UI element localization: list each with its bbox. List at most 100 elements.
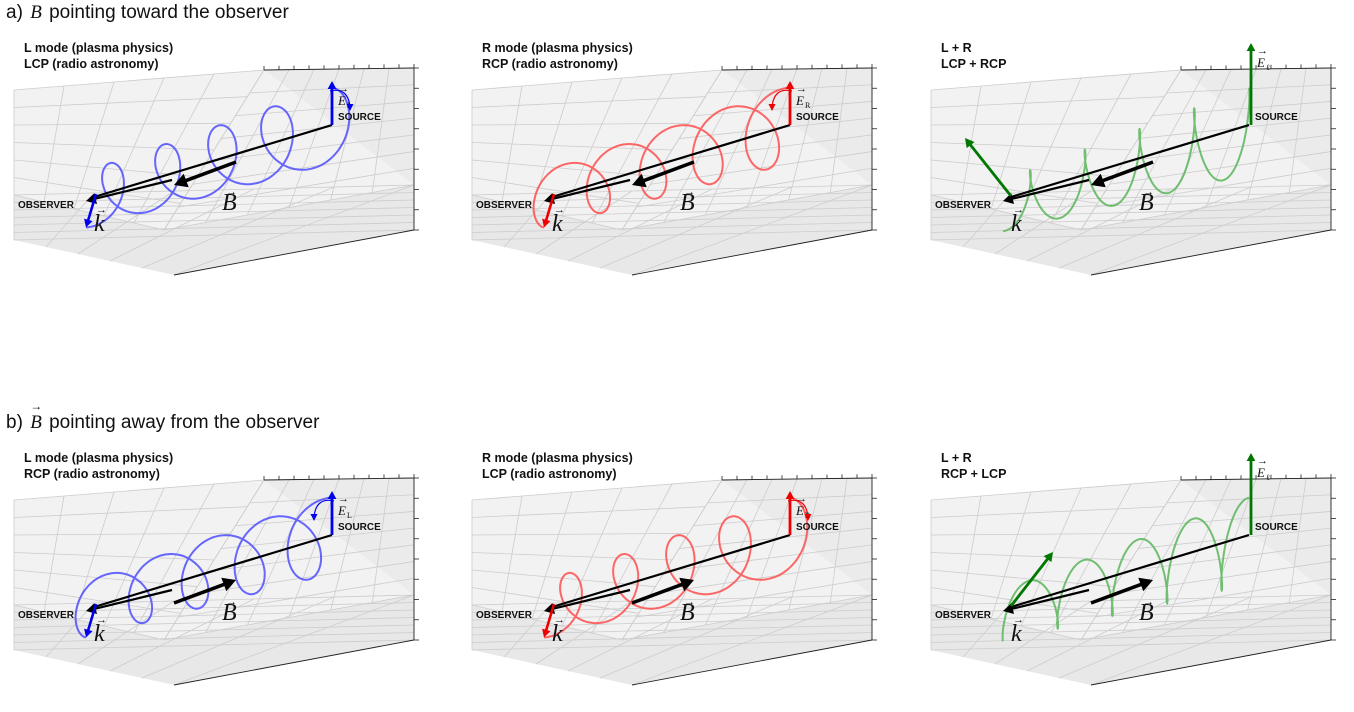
grid-line	[994, 600, 1092, 665]
b-label: B	[680, 600, 695, 626]
row-title-prefix: a)	[6, 2, 29, 23]
observer-label: OBSERVER	[476, 610, 533, 621]
grid-line	[471, 207, 873, 218]
grid-line	[13, 602, 415, 613]
k-arrow	[1010, 588, 1090, 611]
grid-line	[192, 561, 415, 595]
e-field-label-arrow: →	[796, 83, 807, 95]
grid-line	[45, 602, 95, 658]
row-title-prefix: b)	[6, 412, 29, 433]
observer-e-arrow	[86, 603, 98, 633]
panel-title-line2: RCP (radio astronomy)	[24, 467, 160, 481]
floor-pane	[931, 185, 1331, 275]
grid-line	[13, 632, 415, 643]
grid-line	[1080, 479, 1182, 641]
field-curve	[1001, 496, 1250, 642]
grid-line	[1080, 184, 1332, 231]
b-arrow-head	[632, 173, 647, 188]
grid-line	[471, 624, 873, 636]
grid-line	[829, 478, 848, 603]
grid-line	[1090, 594, 1332, 686]
grid-line	[650, 151, 873, 185]
k-label: k	[552, 211, 563, 237]
grid-line	[13, 229, 415, 241]
axis-bottom	[1090, 229, 1332, 276]
grid-line	[77, 600, 175, 665]
grid-line	[471, 617, 873, 628]
grid-line	[471, 96, 706, 108]
grid-line	[13, 194, 165, 231]
grid-line	[471, 192, 873, 203]
row-title-b: b) B pointing away from the observer	[6, 412, 319, 434]
grid-line	[13, 96, 248, 108]
grid-line	[621, 69, 723, 231]
b-label-arrow: →	[684, 186, 695, 198]
grid-line	[930, 639, 1332, 651]
grid-line	[1163, 479, 1232, 626]
observer-e-arrow-head	[84, 628, 93, 638]
field-curve	[74, 496, 333, 639]
b-arrow	[183, 160, 237, 183]
e-field-label-arrow: →	[1257, 45, 1268, 57]
k-arrow	[551, 588, 631, 611]
observer-e-arrow-head	[542, 628, 551, 638]
grid-line	[13, 594, 415, 606]
panel-title-line1: L mode (plasma physics)	[24, 451, 174, 465]
e-field-subscript: ℓ	[1266, 63, 1270, 72]
observer-label: OBSERVER	[935, 610, 992, 621]
source-label: SOURCE	[796, 522, 839, 533]
k-label-arrow: →	[96, 614, 107, 626]
grid-line	[1058, 186, 1252, 269]
source-label: SOURCE	[1255, 112, 1298, 123]
grid-line	[567, 188, 713, 262]
grid-line	[246, 479, 315, 626]
grid-line	[704, 479, 773, 626]
grid-line	[173, 594, 415, 686]
grid-line	[930, 142, 1132, 151]
panel-title-line2: RCP + LCP	[941, 467, 1007, 481]
grid-line	[1026, 188, 1172, 262]
grid-line	[930, 602, 1332, 613]
panel-title: R mode (plasma physics) RCP (radio astron…	[482, 40, 633, 72]
observer-e-arrow-head	[84, 218, 93, 228]
e-field-arrow-head	[1246, 453, 1256, 461]
grid-line	[1090, 184, 1332, 276]
k-arrow	[1010, 178, 1090, 201]
grid-line	[471, 639, 873, 651]
observer-e-arrow	[86, 193, 98, 223]
floor-pane	[14, 185, 414, 275]
b-arrow	[631, 582, 685, 605]
grid-line	[13, 184, 415, 196]
axis-bottom	[173, 229, 415, 276]
grid-line	[246, 69, 315, 216]
panel-title-line1: L + R	[941, 41, 972, 55]
b-label-arrow: →	[226, 186, 237, 198]
grid-line	[471, 552, 673, 561]
source-label: SOURCE	[796, 112, 839, 123]
panel-title: L + R LCP + RCP	[941, 40, 1006, 72]
grid-line	[599, 596, 793, 679]
e-field-arrow-head	[327, 81, 337, 89]
grid-line	[829, 68, 848, 193]
observer-label: OBSERVER	[18, 200, 75, 211]
grid-line	[173, 184, 415, 276]
grid-line	[535, 600, 633, 665]
e-field-label-arrow: →	[1257, 455, 1268, 467]
grid-line	[503, 192, 553, 248]
grid-line	[704, 69, 773, 216]
grid-line	[599, 186, 793, 269]
grid-line	[664, 134, 873, 162]
b-vector-symbol: B	[28, 412, 44, 433]
k-arrow-head	[1003, 193, 1014, 204]
grid-line	[471, 229, 873, 241]
grid-line	[471, 479, 723, 501]
grid-line	[13, 532, 231, 536]
row-title-text: pointing away from the observer	[43, 412, 320, 433]
grid-line	[631, 184, 873, 276]
grid-line	[930, 604, 1082, 641]
